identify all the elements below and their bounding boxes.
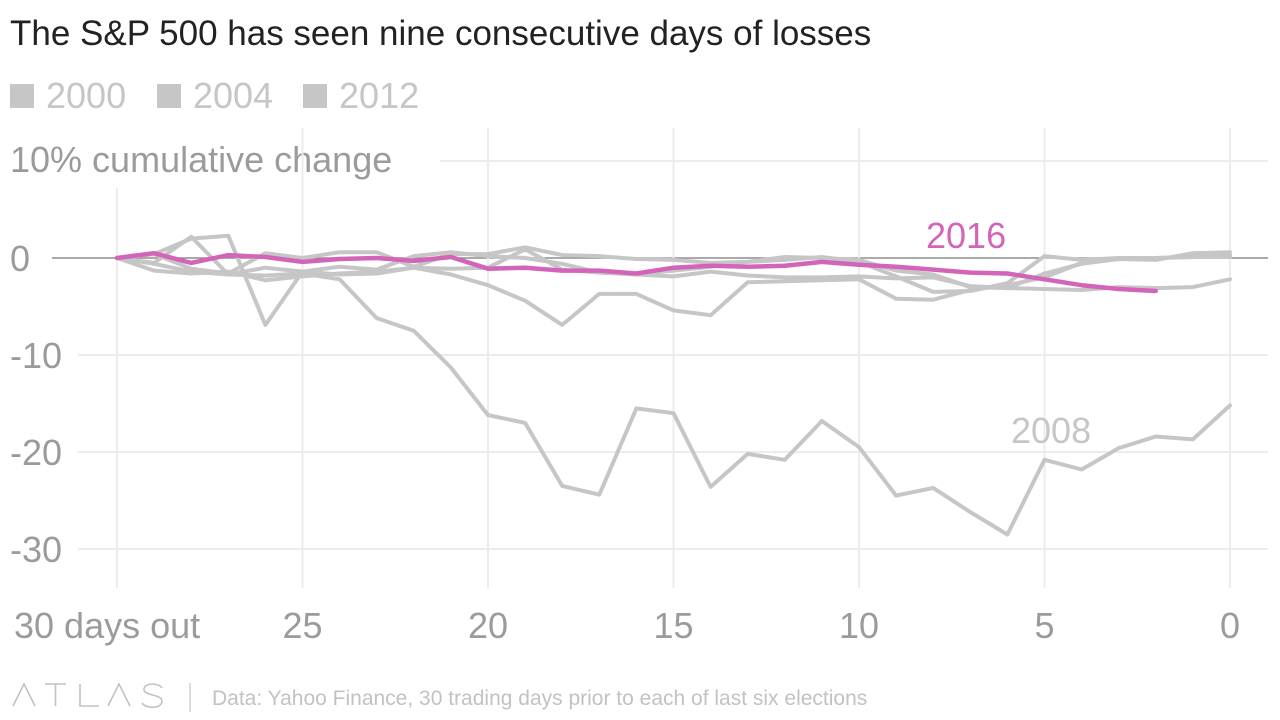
- atlas-logo: [12, 682, 163, 709]
- chart-title: The S&P 500 has seen nine consecutive da…: [10, 14, 871, 53]
- gridlines: 10% cumulative change 0 -10 -20 -30: [10, 128, 1268, 588]
- series-line-series-4: [115, 245, 1232, 294]
- legend-swatch-2004: [157, 84, 181, 108]
- series-label-2008: 2008: [1011, 410, 1091, 451]
- x-tick-label: 30 days out: [14, 605, 200, 646]
- legend: 2000 2004 2012: [10, 75, 419, 116]
- legend-label-2000: 2000: [46, 75, 126, 116]
- x-tick-label: 0: [1220, 605, 1240, 646]
- series-label-2016: 2016: [926, 215, 1006, 256]
- y-axis-title: 10% cumulative change: [10, 139, 392, 180]
- series-layer: [114, 233, 1232, 537]
- x-tick-label: 5: [1034, 605, 1054, 646]
- legend-label-2012: 2012: [339, 75, 419, 116]
- y-tick-label: -20: [10, 432, 62, 473]
- x-tick-label: 10: [839, 605, 879, 646]
- source-note: Data: Yahoo Finance, 30 trading days pri…: [212, 687, 867, 710]
- y-tick-label: 0: [10, 238, 30, 279]
- legend-swatch-2000: [10, 84, 34, 108]
- series-line-series-5: [115, 234, 1232, 291]
- x-axis-ticks: 30 days out 25 20 15 10 5 0: [14, 605, 1240, 646]
- footer: Data: Yahoo Finance, 30 trading days pri…: [12, 682, 867, 712]
- legend-swatch-2012: [303, 84, 327, 108]
- y-tick-label: -10: [10, 335, 62, 376]
- legend-label-2004: 2004: [193, 75, 273, 116]
- x-tick-label: 20: [468, 605, 508, 646]
- y-tick-label: -30: [10, 529, 62, 570]
- series-labels: 2016 2008: [926, 215, 1091, 451]
- x-tick-label: 25: [282, 605, 322, 646]
- series-line-2016: [114, 250, 1159, 294]
- x-tick-label: 15: [653, 605, 693, 646]
